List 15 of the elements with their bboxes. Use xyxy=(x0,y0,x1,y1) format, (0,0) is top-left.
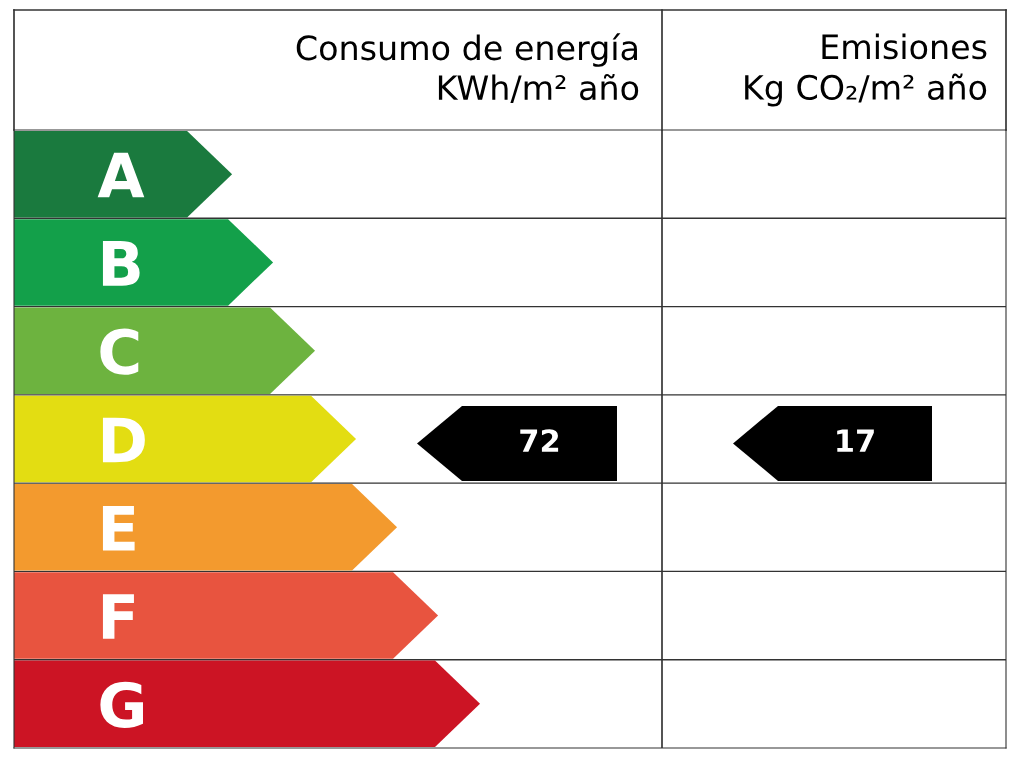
y-tick-label: G xyxy=(100,681,143,728)
bar xyxy=(14,660,480,748)
bar xyxy=(14,484,398,571)
bar xyxy=(14,572,439,659)
text: 72 xyxy=(520,429,559,452)
chart-title: Consumo de energía KWh/m² año xyxy=(296,33,639,103)
y-tick-label: A xyxy=(97,152,145,198)
text: 17 xyxy=(837,429,874,452)
y-tick-label: F xyxy=(102,594,134,639)
y-tick-label: B xyxy=(102,241,140,286)
text: Emisiones Kg CO₂/m² año xyxy=(745,33,987,107)
y-tick-label: E xyxy=(102,505,135,551)
bar xyxy=(14,395,357,483)
y-tick-label: D xyxy=(102,417,145,463)
y-tick-label: C xyxy=(100,328,139,375)
